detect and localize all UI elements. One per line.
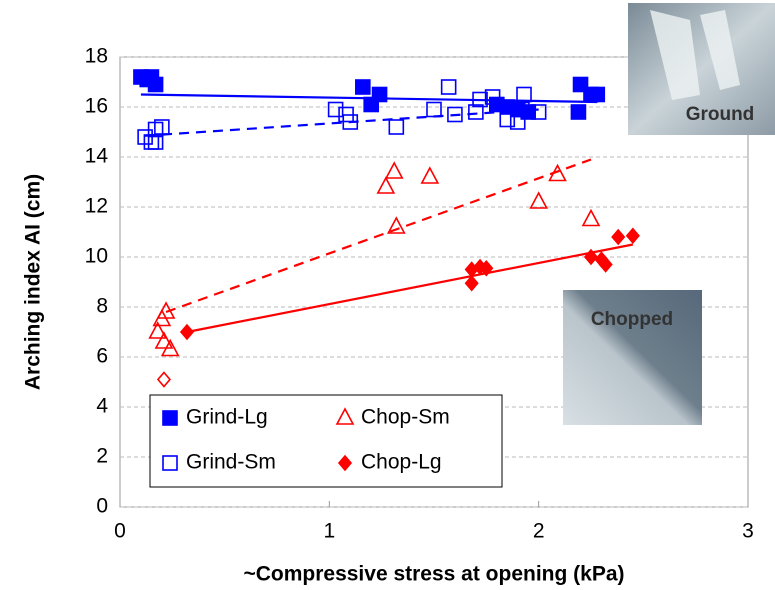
y-tick-label: 16: [85, 95, 108, 118]
point: [548, 163, 567, 182]
y-tick-label: 4: [96, 395, 108, 418]
legend-marker: [162, 455, 178, 471]
legend-label: Grind-Lg: [186, 406, 268, 429]
y-tick-label: 14: [85, 145, 109, 168]
point: [509, 114, 526, 130]
point: [386, 216, 406, 234]
y-tick-label: 6: [96, 345, 108, 368]
point: [156, 301, 176, 319]
y-axis-label: Arching index AI (cm): [22, 174, 45, 390]
point: [388, 119, 405, 135]
point: [440, 79, 457, 95]
point: [499, 111, 516, 128]
plot-frame: [119, 56, 749, 508]
point: [516, 86, 532, 103]
photo-detail: [650, 10, 740, 100]
point: [530, 104, 547, 120]
point: [514, 101, 530, 118]
point: [179, 323, 195, 341]
trendline: [145, 108, 539, 137]
point: [529, 191, 549, 209]
chopped-photo: [563, 290, 702, 425]
x-tick-label: 1: [323, 520, 335, 543]
point: [598, 256, 613, 273]
inset-label: Ground: [686, 104, 755, 125]
x-tick-label: 2: [533, 520, 545, 543]
point: [581, 208, 601, 227]
legend-label: Grind-Sm: [186, 451, 276, 474]
y-tick-label: 0: [96, 495, 108, 518]
inset-label: Chopped: [591, 309, 673, 330]
point: [570, 104, 587, 120]
y-tick-label: 8: [96, 295, 108, 318]
legend-label: Chop-Sm: [361, 406, 450, 429]
point: [148, 321, 168, 339]
point: [464, 275, 479, 292]
legend-marker: [335, 407, 355, 425]
point: [426, 101, 442, 118]
point: [479, 260, 494, 277]
point: [154, 331, 174, 349]
point: [384, 161, 404, 179]
point: [147, 76, 164, 93]
point: [376, 176, 396, 194]
point: [589, 86, 606, 103]
point: [583, 248, 599, 266]
y-tick-label: 12: [85, 195, 108, 218]
y-tick-label: 18: [85, 45, 108, 68]
point: [447, 106, 463, 123]
legend-label: Chop-Lg: [361, 451, 442, 474]
point: [420, 166, 440, 184]
y-tick-label: 2: [96, 445, 108, 468]
y-tick-label: 10: [85, 245, 108, 268]
trendline: [165, 158, 592, 314]
point: [484, 89, 501, 105]
point: [342, 114, 359, 130]
legend: [149, 394, 503, 488]
point: [154, 119, 170, 135]
point: [327, 101, 344, 118]
x-axis-label: ~Compressive stress at opening (kPa): [243, 563, 624, 586]
legend-marker: [162, 410, 178, 426]
point: [355, 79, 371, 95]
point: [371, 86, 388, 103]
trendline: [186, 243, 634, 334]
legend-marker: [337, 454, 353, 472]
ground-photo: [628, 3, 775, 135]
point: [472, 91, 488, 108]
x-tick-label: 3: [742, 520, 754, 543]
x-tick-label: 0: [114, 520, 126, 543]
point: [611, 228, 626, 246]
point: [468, 104, 484, 120]
point: [147, 134, 164, 150]
point: [160, 338, 180, 357]
point: [156, 371, 172, 388]
point: [625, 227, 640, 244]
